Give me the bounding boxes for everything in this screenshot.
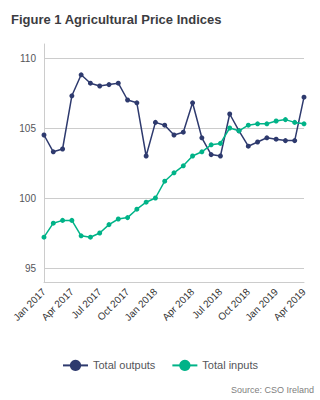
svg-text:Source: CSO Ireland: Source: CSO Ireland — [231, 385, 314, 395]
svg-text:Figure 1 Agricultural Price In: Figure 1 Agricultural Price Indices — [11, 12, 221, 27]
svg-text:Jan 2018: Jan 2018 — [122, 286, 159, 323]
svg-text:Apr 2019: Apr 2019 — [271, 286, 308, 323]
svg-text:110: 110 — [20, 53, 36, 64]
svg-text:Apr 2018: Apr 2018 — [160, 286, 197, 323]
svg-text:Oct 2018: Oct 2018 — [215, 286, 253, 323]
svg-text:Jul 2018: Jul 2018 — [189, 286, 225, 321]
svg-text:Oct 2017: Oct 2017 — [95, 286, 132, 323]
svg-text:Jan 2019: Jan 2019 — [243, 286, 280, 323]
svg-text:100: 100 — [19, 193, 36, 204]
svg-text:Apr 2017: Apr 2017 — [39, 286, 76, 323]
svg-text:Total inputs: Total inputs — [202, 359, 258, 371]
svg-text:Total outputs: Total outputs — [93, 359, 156, 371]
svg-text:Jul 2017: Jul 2017 — [69, 286, 104, 321]
svg-text:Jan 2017: Jan 2017 — [11, 286, 48, 323]
svg-text:95: 95 — [25, 263, 37, 274]
svg-text:105: 105 — [19, 123, 36, 134]
